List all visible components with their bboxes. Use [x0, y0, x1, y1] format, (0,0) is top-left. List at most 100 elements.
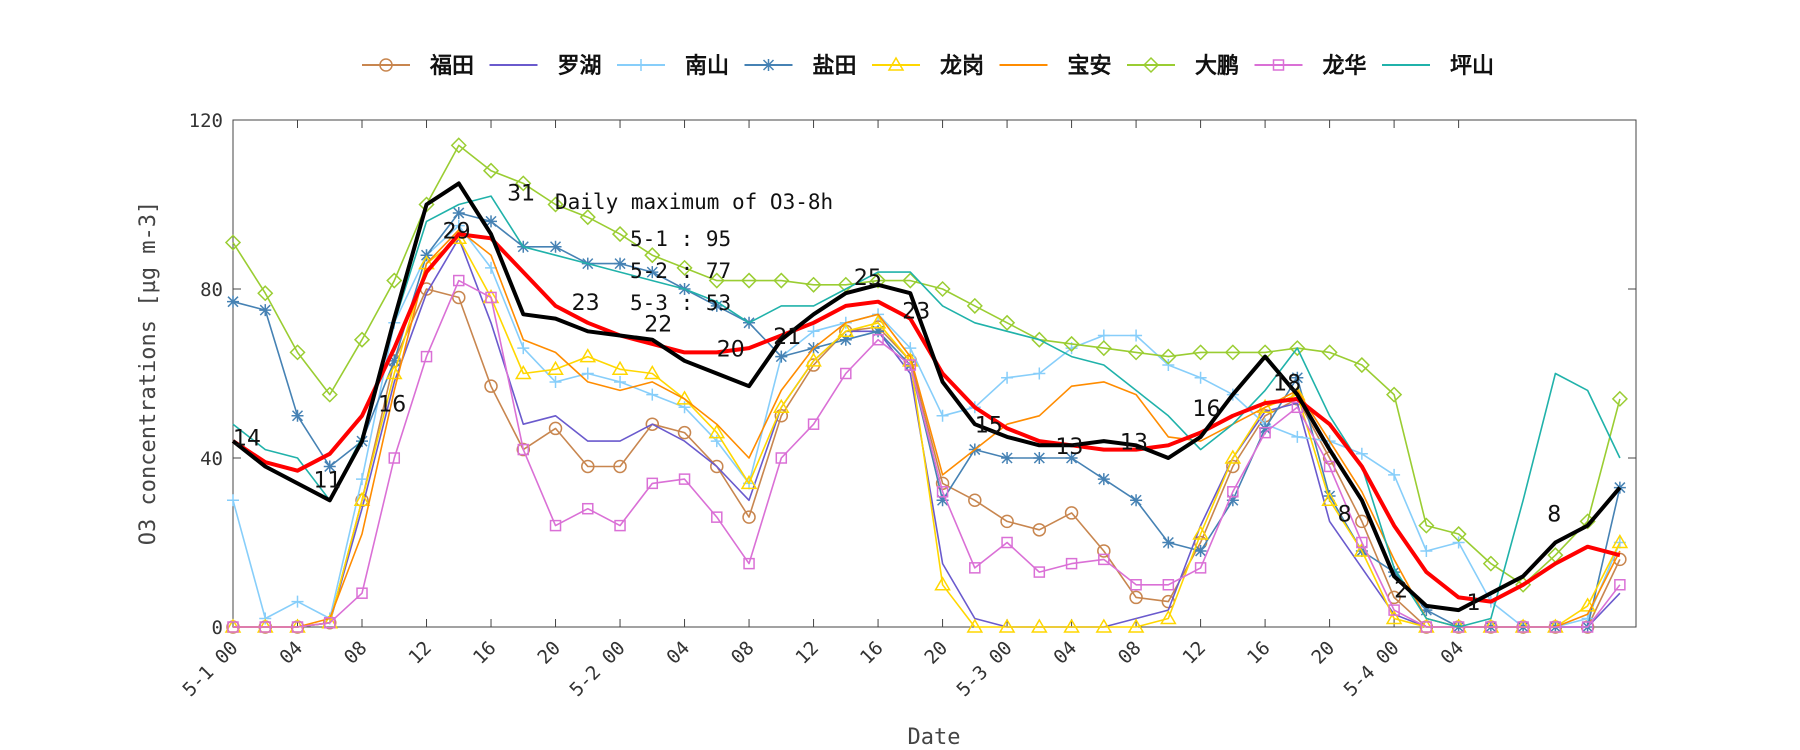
- data-point: [805, 352, 822, 367]
- x-tick-label: 04: [1049, 637, 1081, 669]
- legend-label: 罗湖: [558, 54, 602, 79]
- data-point: [453, 274, 465, 287]
- x-tick-label: 16: [469, 637, 501, 669]
- point-label: 2: [1394, 578, 1408, 603]
- point-label: 15: [975, 414, 1003, 439]
- point-label: 21: [773, 325, 801, 350]
- data-point: [1033, 566, 1046, 578]
- data-point: [1097, 473, 1110, 486]
- point-label: 23: [572, 291, 600, 316]
- data-point: [614, 519, 626, 532]
- data-point: [1323, 460, 1336, 473]
- data-point: [289, 344, 306, 361]
- x-tick-label: 5-2 00: [565, 637, 629, 701]
- data-point: [611, 360, 629, 376]
- data-point: [1355, 447, 1368, 460]
- data-point: [1162, 359, 1175, 372]
- data-point: [1033, 452, 1046, 464]
- data-point: [644, 247, 661, 264]
- data-point: [936, 486, 949, 498]
- data-point: [936, 409, 949, 422]
- x-tick-label: 5-4 00: [1340, 637, 1404, 701]
- data-point: [1000, 514, 1014, 529]
- data-point: [1063, 335, 1080, 352]
- x-tick-label: 20: [533, 637, 565, 669]
- legend-item: 罗湖: [489, 54, 602, 79]
- data-point: [1517, 621, 1529, 633]
- data-point: [1095, 618, 1113, 633]
- data-point: [1031, 331, 1048, 348]
- data-point: [482, 162, 500, 179]
- series-大鹏: [224, 137, 1628, 593]
- data-point: [1259, 426, 1271, 439]
- data-point: [1321, 344, 1338, 361]
- point-label: 29: [443, 219, 471, 244]
- data-point: [772, 398, 790, 414]
- legend-item: 南山: [617, 54, 729, 79]
- point-label: 22: [644, 312, 672, 337]
- data-point: [227, 494, 239, 507]
- data-point: [646, 388, 659, 401]
- data-point: [517, 443, 530, 456]
- data-point: [388, 452, 401, 464]
- point-label: 31: [507, 181, 535, 206]
- plot-frame: [232, 119, 1637, 628]
- data-point: [1129, 590, 1143, 605]
- data-point: [291, 409, 304, 422]
- point-label: 20: [717, 338, 745, 363]
- data-point: [581, 459, 595, 474]
- data-point: [1130, 494, 1143, 507]
- data-point: [1388, 604, 1400, 616]
- legend-item: 龙华: [1254, 53, 1367, 79]
- point-label: 13: [1120, 431, 1148, 456]
- data-point: [1579, 597, 1596, 612]
- data-point: [1194, 562, 1207, 574]
- data-point: [1031, 618, 1048, 633]
- legend: 福田 罗湖 南山 盐田 龙岗 宝安 大鹏 龙华 坪山: [362, 53, 1494, 79]
- data-point: [710, 459, 724, 474]
- x-tick-label: 20: [920, 637, 952, 669]
- data-point: [1127, 618, 1145, 633]
- data-point: [711, 511, 723, 523]
- data-point: [291, 595, 304, 608]
- x-tick-label: 04: [662, 637, 694, 669]
- data-point: [1098, 553, 1110, 566]
- series-layer: [224, 137, 1629, 634]
- data-point: [646, 477, 659, 490]
- data-point: [1226, 459, 1240, 474]
- data-point: [678, 473, 691, 485]
- data-point: [1420, 621, 1433, 633]
- data-point: [966, 618, 984, 633]
- data-point: [611, 226, 629, 243]
- data-point: [1130, 329, 1143, 342]
- data-point: [934, 280, 951, 298]
- data-point: [1227, 486, 1239, 498]
- legend-label: 南山: [685, 54, 729, 79]
- data-point: [708, 424, 726, 439]
- series-line: [231, 232, 1621, 604]
- x-tick-label: 08: [340, 637, 372, 669]
- data-point: [1611, 390, 1628, 407]
- data-point: [872, 333, 884, 346]
- data-point: [1001, 452, 1014, 464]
- data-point: [1194, 371, 1207, 384]
- data-point: [1385, 610, 1403, 625]
- legend-label: 宝安: [1068, 53, 1112, 79]
- y-axis-title: O3 concentrations [µg m-3]: [136, 201, 161, 545]
- annotation-block: Daily maximum of O3-8h 5-1 : 95 5-2 : 77 5-…: [555, 190, 833, 315]
- data-point: [775, 452, 788, 464]
- data-point: [1160, 348, 1177, 365]
- y-axis-title-group: O3 concentrations [µg m-3]: [136, 201, 161, 545]
- data-point: [1224, 449, 1242, 464]
- data-point: [1001, 536, 1013, 549]
- data-point: [227, 621, 239, 633]
- data-point: [1614, 579, 1626, 591]
- data-point: [356, 473, 369, 486]
- data-point: [1289, 340, 1306, 357]
- data-point: [1192, 525, 1209, 540]
- series-daily_max_o3_8h: [231, 232, 1621, 604]
- data-point: [934, 576, 951, 591]
- data-point: [677, 425, 692, 440]
- legend-label: 坪山: [1450, 54, 1494, 79]
